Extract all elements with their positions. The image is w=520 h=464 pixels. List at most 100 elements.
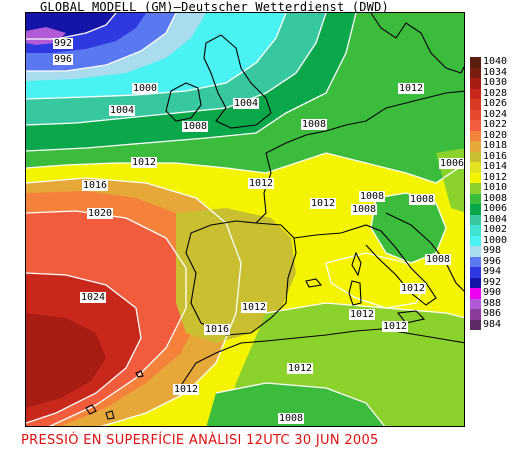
field-1008-alps xyxy=(371,193,446,263)
legend-swatch xyxy=(470,235,481,246)
legend-label: 992 xyxy=(483,276,502,288)
legend-entry: 990 xyxy=(470,287,518,299)
isobar-label: 1004 xyxy=(233,98,260,109)
legend-entry: 1040 xyxy=(470,56,518,68)
legend-label: 1008 xyxy=(483,192,508,204)
legend-swatch xyxy=(470,288,481,299)
isobar-label: 1008 xyxy=(278,413,305,424)
coast-france-west xyxy=(255,152,272,224)
isobar-label: 1024 xyxy=(80,292,107,303)
legend-label: 1006 xyxy=(483,203,508,214)
legend-entry: 986 xyxy=(470,308,518,320)
legend-swatch xyxy=(470,225,481,236)
legend-entry: 1018 xyxy=(470,140,518,152)
legend-swatch xyxy=(470,141,481,152)
legend-swatch xyxy=(470,172,481,183)
isobar-label: 1012 xyxy=(173,384,200,395)
isobar-label: 1000 xyxy=(132,83,159,94)
legend-entry: 1034 xyxy=(470,66,518,78)
legend-label: 1024 xyxy=(483,108,508,120)
legend-swatch xyxy=(470,162,481,173)
legend-label: 986 xyxy=(483,308,502,319)
coast-north-africa xyxy=(175,328,464,394)
legend-label: 990 xyxy=(483,287,502,298)
isobar-label: 1012 xyxy=(131,157,158,168)
legend-swatch xyxy=(470,120,481,131)
isobar-label: 1008 xyxy=(425,254,452,265)
coast-north-europe xyxy=(265,90,464,154)
map-title: GLOBAL MODELL (GM)—Deutscher Wetterdiens… xyxy=(40,0,389,14)
legend-entry: 988 xyxy=(470,297,518,309)
legend-swatch xyxy=(470,151,481,162)
coast-corsica xyxy=(351,251,362,277)
coast-great-britain xyxy=(203,34,272,129)
legend-entry: 998 xyxy=(470,245,518,257)
legend-swatch xyxy=(470,88,481,99)
legend-label: 1014 xyxy=(483,161,508,172)
legend-entry: 994 xyxy=(470,266,518,278)
isobar-label: 1020 xyxy=(87,208,114,219)
legend-label: 1012 xyxy=(483,171,508,183)
legend-swatch xyxy=(470,109,481,120)
legend-swatch xyxy=(470,309,481,320)
legend-swatch xyxy=(470,246,481,257)
coast-iberia xyxy=(185,220,297,336)
legend-label: 1018 xyxy=(483,140,508,151)
isobar-label: 1006 xyxy=(439,158,465,169)
isobar-label: 1004 xyxy=(109,105,136,116)
coast-italy xyxy=(293,224,437,306)
legend-label: 1002 xyxy=(483,224,508,235)
isobar-label: 1008 xyxy=(301,119,328,130)
coast-canaries xyxy=(85,404,115,420)
isobar-lines xyxy=(26,13,464,426)
coast-balkans xyxy=(385,212,464,292)
legend-label: 1026 xyxy=(483,98,508,109)
legend-entry: 1004 xyxy=(470,213,518,225)
legend-label: 1010 xyxy=(483,182,508,193)
legend-entry: 996 xyxy=(470,255,518,267)
legend-entry: 1024 xyxy=(470,108,518,120)
isobar-label: 1012 xyxy=(241,302,268,313)
legend-entry: 1028 xyxy=(470,87,518,99)
legend-swatch xyxy=(470,183,481,194)
coast-madeira xyxy=(135,370,144,378)
legend-label: 1000 xyxy=(483,234,508,246)
legend-label: 984 xyxy=(483,318,502,330)
legend-label: 1030 xyxy=(483,77,508,88)
legend-swatch xyxy=(470,267,481,278)
legend-swatch xyxy=(470,204,481,215)
legend-label: 1004 xyxy=(483,213,508,225)
legend-label: 1022 xyxy=(483,119,508,130)
legend-label: 996 xyxy=(483,255,502,267)
isobar-label: 1012 xyxy=(287,363,314,374)
map-caption: PRESSIÓ EN SUPERFÍCIE ANÀLISI 12UTC 30 J… xyxy=(21,433,379,448)
legend-label: 1040 xyxy=(483,56,508,67)
isobar-label: 992 xyxy=(53,38,74,49)
legend-entry: 1022 xyxy=(470,119,518,131)
isobar-label: 1012 xyxy=(349,309,376,320)
legend-entry: 1002 xyxy=(470,224,518,236)
legend-entry: 1020 xyxy=(470,129,518,141)
legend-swatch xyxy=(470,99,481,110)
legend-label: 1028 xyxy=(483,87,508,99)
legend-label: 1034 xyxy=(483,66,508,78)
coast-ireland xyxy=(165,82,202,122)
coast-sardinia xyxy=(348,280,362,306)
legend-swatch xyxy=(470,256,481,267)
isobar-label: 1016 xyxy=(82,180,109,191)
legend-entry: 1006 xyxy=(470,203,518,215)
pressure-field-svg xyxy=(26,13,464,426)
isobar-label: 1008 xyxy=(182,121,209,132)
isobar-label: 1016 xyxy=(204,324,231,335)
coast-scandinavia xyxy=(370,13,464,74)
isobar-label: 1012 xyxy=(382,321,409,332)
legend-swatch xyxy=(470,78,481,89)
legend-entry: 1026 xyxy=(470,98,518,110)
legend-label: 988 xyxy=(483,297,502,309)
legend-entry: 984 xyxy=(470,318,518,330)
legend-label: 998 xyxy=(483,245,502,256)
pressure-map: 992 996 1000 1004 1004 1008 1008 1012 10… xyxy=(25,12,465,427)
legend-swatch xyxy=(470,298,481,309)
legend-swatch xyxy=(470,319,481,330)
legend-label: 1020 xyxy=(483,129,508,141)
